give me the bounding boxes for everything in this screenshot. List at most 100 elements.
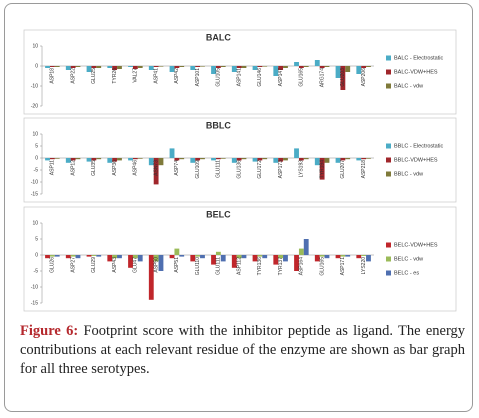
y-tick-label: -10: [31, 179, 38, 185]
bar: [132, 66, 138, 69]
bar: [278, 255, 284, 259]
y-tick-label: -15: [31, 191, 38, 197]
bar: [153, 158, 159, 185]
bar: [252, 158, 258, 162]
bar: [174, 66, 180, 68]
bar: [54, 255, 60, 257]
bar: [179, 158, 185, 160]
y-tick-label: -20: [31, 103, 38, 109]
bar: [45, 158, 50, 161]
bar: [340, 255, 346, 257]
bar: [158, 158, 164, 166]
bar: [314, 158, 320, 166]
bar: [148, 66, 154, 70]
bar: [340, 66, 346, 90]
y-tick-label: -5: [34, 268, 39, 274]
x-tick-label: LYS193: [299, 160, 305, 178]
caption-text: Footprint score with the inhibitor pepti…: [20, 323, 466, 377]
legend-swatch: [386, 242, 391, 248]
bar: [319, 255, 325, 257]
x-tick-label: GLU203: [340, 68, 346, 87]
x-tick-label: ASP50: [153, 257, 159, 273]
x-tick-label: GLU111: [216, 160, 222, 178]
y-tick-label: 10: [32, 43, 38, 49]
bar: [91, 255, 97, 256]
bar: [262, 158, 268, 160]
bar: [200, 158, 205, 160]
bar: [273, 255, 279, 265]
bar: [298, 66, 304, 68]
chart-title: BBLC: [206, 120, 231, 130]
x-tick-label: GLU146: [257, 68, 263, 87]
bar: [132, 158, 138, 160]
bar: [340, 158, 346, 161]
bar: [117, 66, 122, 69]
bar: [190, 255, 196, 262]
bar: [195, 158, 201, 161]
x-tick-label: ASN73: [153, 160, 159, 176]
x-tick-label: GLU29: [91, 257, 97, 273]
x-tick-label: GLU26: [50, 257, 56, 273]
y-tick-label: 10: [32, 220, 38, 226]
x-tick-label: GLU136: [236, 160, 242, 179]
bar: [345, 158, 351, 160]
bar: [303, 239, 309, 255]
bar: [96, 158, 102, 160]
bar: [70, 66, 76, 68]
bar: [324, 66, 330, 67]
legend-label: BBLC-VDW+HES: [394, 157, 438, 163]
bar: [70, 158, 76, 161]
bar: [215, 66, 221, 68]
bar: [211, 255, 216, 265]
bar: [361, 158, 367, 160]
x-tick-label: ASP41: [153, 68, 159, 84]
y-tick-label: 0: [35, 155, 38, 161]
figure-frame: [4, 3, 473, 412]
legend-swatch: [386, 83, 391, 89]
bar: [96, 255, 102, 257]
y-tick-label: -5: [34, 167, 39, 173]
bar: [294, 62, 299, 66]
x-tick-label: TYR26: [112, 68, 118, 84]
x-tick-label: TYR136: [257, 257, 263, 276]
x-tick-label: TYR137: [278, 257, 284, 276]
legend-swatch: [386, 157, 391, 163]
bar: [86, 158, 92, 162]
bar: [361, 66, 367, 68]
x-tick-label: ASP141: [236, 68, 242, 87]
bar: [211, 66, 216, 74]
bar: [200, 66, 205, 67]
bar: [128, 255, 133, 268]
bar: [75, 158, 81, 160]
bar: [54, 66, 60, 67]
legend-label: BELC - es: [394, 270, 419, 276]
y-tick-label: 0: [35, 63, 38, 69]
bar: [303, 158, 309, 160]
bar: [345, 255, 351, 257]
y-tick-label: 5: [35, 236, 38, 242]
x-tick-label: GLU207: [340, 160, 346, 179]
bar: [294, 255, 299, 271]
bar: [132, 255, 138, 259]
bar: [220, 66, 226, 67]
bar: [273, 66, 279, 76]
bar: [257, 255, 263, 257]
bar: [324, 158, 330, 163]
legend-label: BELC - vdw: [394, 256, 423, 262]
y-tick-label: -10: [31, 284, 38, 290]
bar: [65, 158, 71, 163]
x-tick-label: ASP74: [174, 160, 180, 176]
x-tick-label: ARG174: [319, 68, 325, 87]
bar: [335, 158, 341, 163]
bar: [86, 66, 92, 72]
bar: [153, 66, 159, 67]
bar: [252, 66, 258, 70]
bar: [283, 66, 288, 68]
bar: [65, 66, 71, 70]
caption: Figure 6: Footprint score with the inhib…: [20, 322, 465, 379]
y-tick-label: -10: [31, 83, 38, 89]
bar: [236, 255, 242, 259]
bar: [298, 158, 304, 161]
panel: [23, 29, 457, 115]
x-tick-label: GLU105: [216, 68, 222, 87]
